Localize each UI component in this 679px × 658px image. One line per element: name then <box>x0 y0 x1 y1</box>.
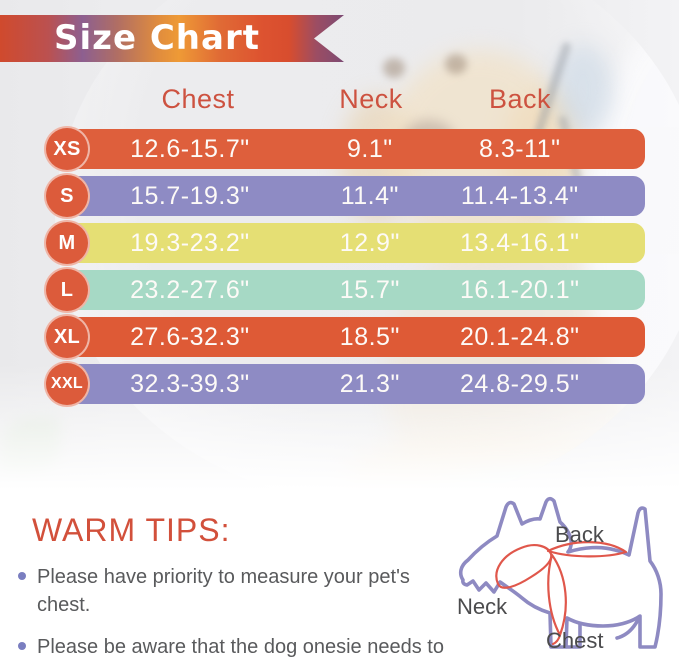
back-label: Back <box>555 522 604 547</box>
size-row-bar: 19.3-23.2" 12.9" 13.4-16.1" <box>57 223 645 263</box>
tip-item: Please have priority to measure your pet… <box>18 563 466 620</box>
chest-value: 32.3-39.3" <box>130 370 250 398</box>
size-badge-label: XXL <box>50 375 84 392</box>
size-row-bar: 15.7-19.3" 11.4" 11.4-13.4" <box>57 176 645 216</box>
size-row: 23.2-27.6" 15.7" 16.1-20.1" L <box>0 267 679 313</box>
column-header-chest: Chest <box>161 84 235 114</box>
size-row-bar: 27.6-32.3" 18.5" 20.1-24.8" <box>57 317 645 357</box>
size-row: 12.6-15.7" 9.1" 8.3-11" XS <box>0 126 679 172</box>
tip-item: Please be aware that the dog onesie need… <box>18 633 466 658</box>
plant-leaf <box>2 418 60 476</box>
size-badge-label: XL <box>53 325 81 348</box>
back-value: 8.3-11" <box>479 135 561 163</box>
dog-front-leg-line <box>565 622 582 649</box>
neck-value: 21.3" <box>339 370 400 398</box>
photo-vet-shirt <box>553 45 613 135</box>
back-value: 13.4-16.1" <box>459 229 580 257</box>
size-row: 19.3-23.2" 12.9" 13.4-16.1" M <box>0 220 679 266</box>
photo-dog-eye-left <box>383 58 405 78</box>
warm-tips-list: Please have priority to measure your pet… <box>18 563 466 658</box>
column-header-neck: Neck <box>339 84 403 114</box>
size-badge-label: XS <box>53 137 81 160</box>
size-row: 15.7-19.3" 11.4" 11.4-13.4" S <box>0 173 679 219</box>
bullet-icon <box>18 641 26 650</box>
size-badge: XL <box>44 314 90 360</box>
size-badge: L <box>44 267 90 313</box>
measurement-diagram: Back Neck Chest <box>449 494 679 658</box>
size-row-bar: 23.2-27.6" 15.7" 16.1-20.1" <box>57 270 645 310</box>
size-badge-label: M <box>58 231 76 254</box>
neck-measure-line <box>495 544 553 589</box>
neck-value: 12.9" <box>339 229 400 257</box>
size-badge: XXL <box>44 361 90 407</box>
back-measure-line <box>546 541 628 558</box>
warm-tips-heading: WARM TIPS: <box>32 512 231 548</box>
chest-value: 27.6-32.3" <box>130 323 250 351</box>
warm-tips-section: WARM TIPS: Please have priority to measu… <box>18 512 466 658</box>
neck-value: 9.1" <box>346 135 393 163</box>
chest-value: 15.7-19.3" <box>130 182 250 210</box>
dog-body-outline <box>458 496 663 649</box>
back-value: 16.1-20.1" <box>459 276 580 304</box>
size-row: 32.3-39.3" 21.3" 24.8-29.5" XXL <box>0 361 679 407</box>
back-value: 24.8-29.5" <box>459 370 580 398</box>
size-badge: S <box>44 173 90 219</box>
size-row: 27.6-32.3" 18.5" 20.1-24.8" XL <box>0 314 679 360</box>
neck-label: Neck <box>457 594 508 619</box>
bullet-icon <box>18 572 26 580</box>
chest-value: 12.6-15.7" <box>130 135 250 163</box>
chest-value: 19.3-23.2" <box>130 229 250 257</box>
size-chart-banner: Size Chart <box>0 15 344 62</box>
photo-dog-eye-right <box>445 54 467 74</box>
neck-value: 11.4" <box>340 182 399 210</box>
banner-title: Size Chart <box>54 18 260 58</box>
chest-value: 23.2-27.6" <box>130 276 250 304</box>
size-badge-label: L <box>60 278 74 301</box>
size-badge: M <box>44 220 90 266</box>
chest-label: Chest <box>546 628 604 653</box>
tip-text: Please have priority to measure your pet… <box>37 566 410 617</box>
chest-measure-line <box>547 553 567 646</box>
column-header-back: Back <box>488 84 552 114</box>
tip-text: Please be aware that the dog onesie need… <box>37 635 444 658</box>
size-row-bar: 32.3-39.3" 21.3" 24.8-29.5" <box>57 364 645 404</box>
back-value: 20.1-24.8" <box>459 323 580 351</box>
dog-outline-drawing <box>458 496 663 649</box>
size-badge: XS <box>44 126 90 172</box>
neck-value: 18.5" <box>339 323 400 351</box>
size-badge-label: S <box>60 184 74 207</box>
neck-value: 15.7" <box>339 276 400 304</box>
back-value: 11.4-13.4" <box>460 182 579 210</box>
size-row-bar: 12.6-15.7" 9.1" 8.3-11" <box>57 129 645 169</box>
dog-hind-leg-line <box>615 616 641 640</box>
